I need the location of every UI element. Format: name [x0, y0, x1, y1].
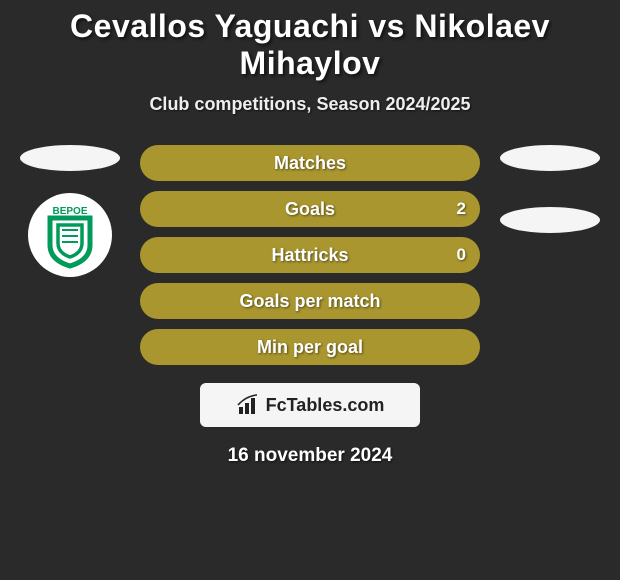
- shield-icon: BEPOE: [35, 200, 105, 270]
- chart-icon: [236, 393, 260, 417]
- brand-text: FcTables.com: [266, 395, 385, 416]
- stat-bar: Goals per match: [140, 283, 480, 319]
- stat-value-right: 0: [457, 245, 466, 265]
- badge-text: BEPOE: [52, 206, 87, 217]
- stat-bar: Min per goal: [140, 329, 480, 365]
- stat-label: Min per goal: [257, 337, 363, 358]
- brand-box: FcTables.com: [200, 383, 420, 427]
- stat-bar: Matches: [140, 145, 480, 181]
- stat-label: Matches: [274, 153, 346, 174]
- right-spacer-ellipse: [500, 145, 600, 171]
- stat-value-right: 2: [457, 199, 466, 219]
- stat-label: Goals: [285, 199, 335, 220]
- stat-bar: Goals 2: [140, 191, 480, 227]
- page-title: Cevallos Yaguachi vs Nikolaev Mihaylov: [0, 8, 620, 82]
- team-badge-left: BEPOE: [20, 191, 120, 279]
- left-column: BEPOE: [20, 145, 120, 279]
- stat-label: Hattricks: [271, 245, 348, 266]
- spacer: [500, 181, 600, 197]
- stats-column: Matches Goals 2 Hattricks 0 Goals per match Mi…: [140, 145, 480, 365]
- date-text: 16 november 2024: [0, 445, 620, 467]
- stat-label: Goals per match: [239, 291, 380, 312]
- left-spacer-ellipse: [20, 145, 120, 171]
- root: Cevallos Yaguachi vs Nikolaev Mihaylov C…: [0, 0, 620, 467]
- badge-circle: BEPOE: [28, 193, 112, 277]
- right-spacer-ellipse: [500, 207, 600, 233]
- right-column: [500, 145, 600, 233]
- page-subtitle: Club competitions, Season 2024/2025: [0, 94, 620, 115]
- content-row: BEPOE Matches Goals 2 Hattricks 0 Goals per m…: [0, 145, 620, 365]
- stat-bar: Hattricks 0: [140, 237, 480, 273]
